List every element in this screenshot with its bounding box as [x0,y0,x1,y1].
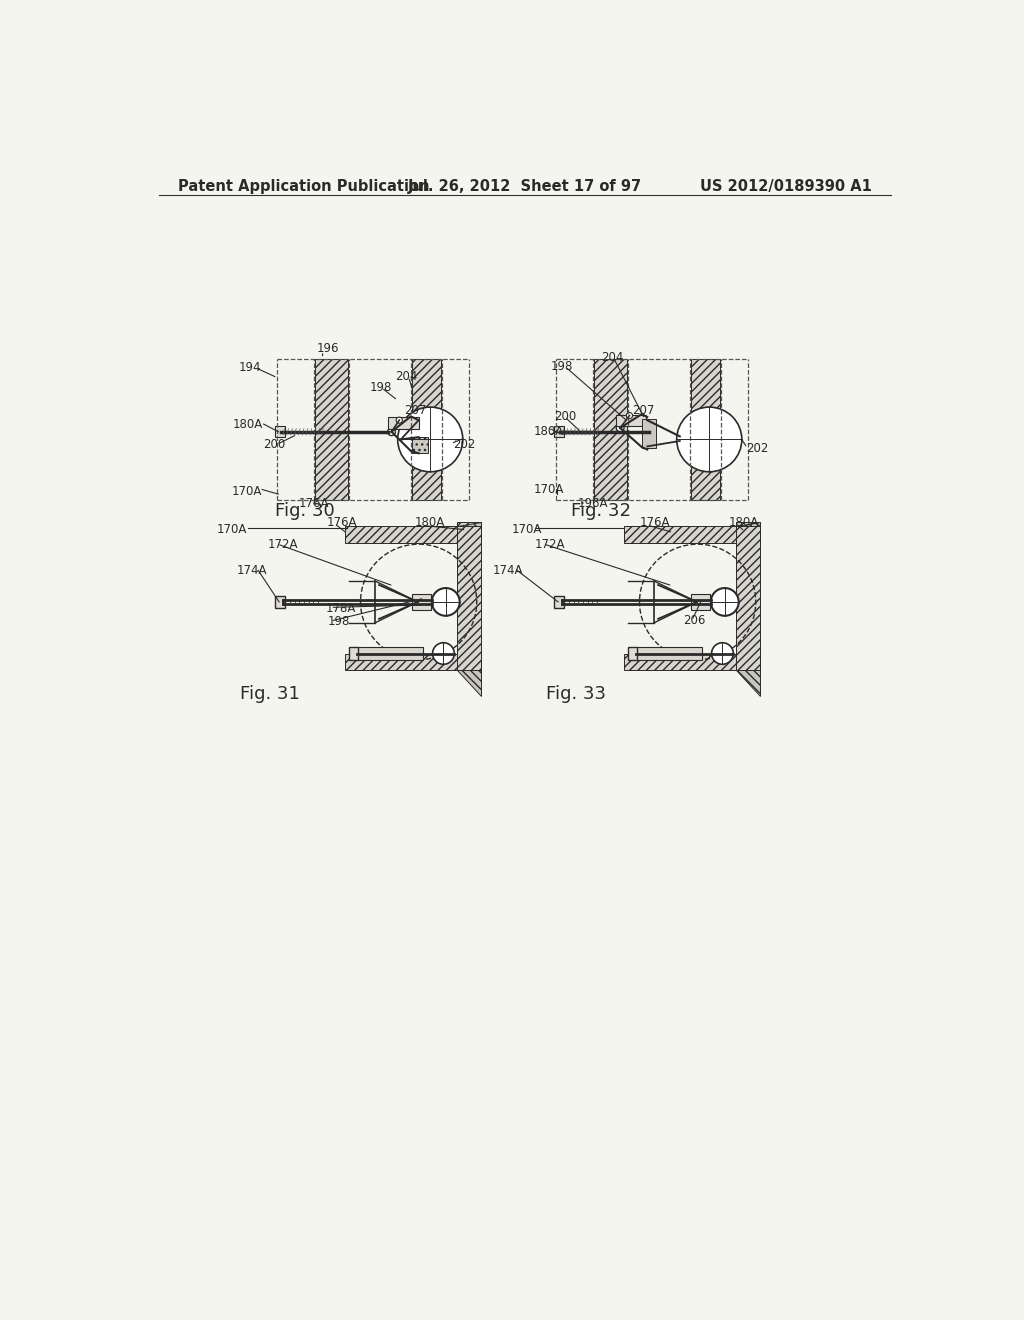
Bar [624,653,760,671]
Text: 172A: 172A [267,539,298,552]
Text: 202: 202 [454,438,476,451]
Text: 170A: 170A [217,523,248,536]
Bar [388,417,419,429]
Text: 176A: 176A [299,496,329,510]
Text: 196A: 196A [578,496,608,510]
Bar [345,527,480,544]
Text: 176A: 176A [327,516,357,529]
Text: 174A: 174A [493,564,522,577]
Circle shape [432,589,460,615]
Text: 204: 204 [395,370,418,383]
Text: 178A: 178A [326,602,356,615]
Bar [690,359,720,499]
Text: 170A: 170A [512,523,542,536]
Bar [554,426,563,437]
Text: Fig. 30: Fig. 30 [275,502,335,520]
Text: 180A: 180A [729,516,759,529]
Bar [594,359,627,499]
Text: 176A: 176A [640,516,670,529]
Text: Jul. 26, 2012  Sheet 17 of 97: Jul. 26, 2012 Sheet 17 of 97 [408,180,642,194]
Bar [636,647,701,660]
Bar [314,359,348,499]
Text: Fig. 31: Fig. 31 [241,685,300,702]
Bar [616,414,646,426]
Text: 198: 198 [370,381,392,395]
Bar [628,647,637,660]
Circle shape [711,589,738,615]
Circle shape [432,643,455,664]
Circle shape [712,643,733,664]
Bar [412,594,431,610]
Polygon shape [458,671,480,696]
Text: Patent Application Publication: Patent Application Publication [178,180,430,194]
Text: Fig. 33: Fig. 33 [547,685,606,702]
Text: 206: 206 [683,614,706,627]
Text: 202: 202 [746,442,769,455]
Circle shape [388,428,395,436]
Text: 180A: 180A [535,425,564,438]
Text: 172A: 172A [535,539,565,552]
Bar [412,359,441,499]
Bar [275,595,285,609]
Text: 204: 204 [601,351,624,363]
Circle shape [627,413,633,418]
Bar [642,418,655,447]
Circle shape [397,407,463,471]
Bar [275,426,285,437]
Bar [458,521,480,671]
Circle shape [396,417,402,424]
Text: 194: 194 [239,362,261,375]
Polygon shape [736,521,760,527]
Text: 207: 207 [632,404,654,417]
Bar [413,437,428,453]
Bar [345,653,480,671]
Text: 198: 198 [328,615,349,628]
Circle shape [616,424,624,432]
Text: 200: 200 [554,409,577,422]
Text: 180A: 180A [415,516,445,529]
Text: Fig. 32: Fig. 32 [571,502,632,520]
Bar [624,527,760,544]
Bar [349,647,358,660]
Text: 170A: 170A [535,483,564,496]
Text: 207: 207 [403,404,426,417]
Text: 170A: 170A [231,484,262,498]
Bar [690,594,710,610]
Polygon shape [736,671,760,696]
Polygon shape [458,521,480,527]
Bar [356,647,423,660]
Text: 180A: 180A [232,417,263,430]
Text: US 2012/0189390 A1: US 2012/0189390 A1 [700,180,872,194]
Text: 198: 198 [550,360,572,372]
Circle shape [677,407,741,471]
Bar [554,595,563,609]
Text: 200: 200 [263,438,286,451]
Text: 174A: 174A [237,564,267,577]
Text: 196: 196 [316,342,339,355]
Bar [736,521,760,671]
